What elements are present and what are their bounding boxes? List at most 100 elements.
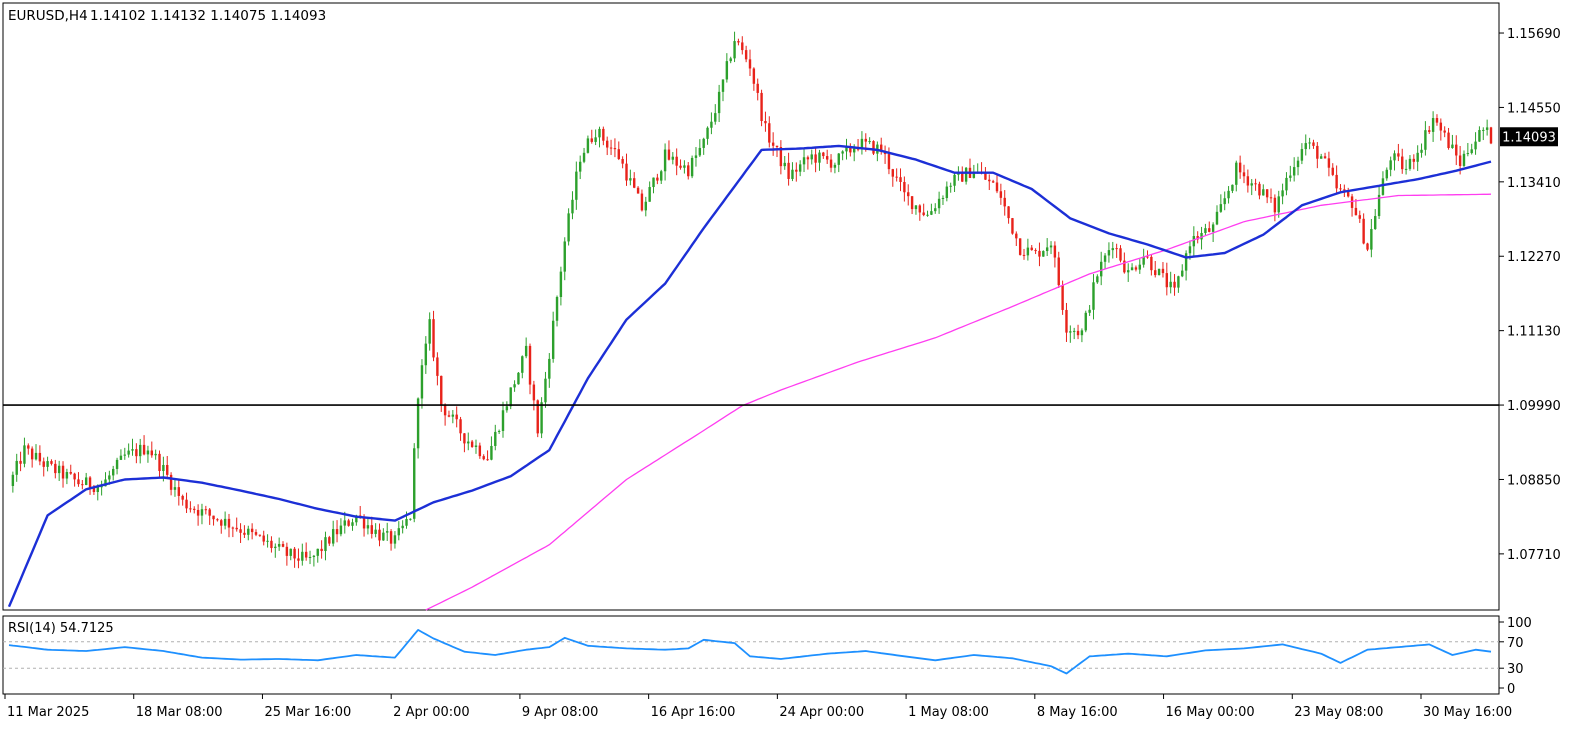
candle-body (741, 42, 744, 51)
candle-body (200, 509, 204, 516)
candle-body (11, 474, 15, 486)
price-tick-label: 1.12270 (1507, 250, 1561, 265)
candle-body (115, 459, 119, 469)
candle-body (1099, 261, 1103, 277)
time-tick-label: 16 May 00:00 (1166, 705, 1255, 720)
candle-body (706, 127, 709, 139)
candle-body (204, 509, 208, 511)
candle-body (914, 205, 918, 210)
candle-body (166, 464, 169, 475)
candle-body (65, 472, 69, 479)
candle-body (783, 162, 786, 167)
candle-body (92, 487, 96, 493)
candle-body (1196, 236, 1199, 240)
candle-body (196, 509, 200, 516)
candle-body (1061, 285, 1064, 310)
candle-body (1370, 229, 1373, 250)
candle-body (478, 445, 482, 457)
candle-body (1015, 233, 1018, 239)
candle-body (1003, 197, 1006, 207)
candle-body (621, 159, 624, 164)
candle-body (304, 551, 308, 558)
candle-body (926, 214, 929, 216)
candle-body (1211, 224, 1215, 232)
candle-body (370, 525, 373, 534)
candle-body (1281, 190, 1284, 197)
candle-body (1350, 196, 1354, 208)
candle-body (953, 174, 956, 186)
candle-body (690, 157, 694, 177)
candle-body (343, 520, 346, 526)
candle-body (679, 165, 682, 168)
candle-body (1412, 158, 1416, 162)
candle-body (683, 165, 686, 168)
candle-body (594, 137, 597, 142)
rsi-indicator-label: RSI(14) 54.7125 (8, 621, 114, 636)
candle-body (266, 540, 269, 542)
candle-body (1335, 174, 1338, 189)
candle-body (733, 41, 736, 59)
candle-body (405, 518, 408, 526)
time-tick-label: 16 Apr 16:00 (651, 705, 736, 720)
candle-body (386, 531, 389, 533)
candle-body (991, 181, 995, 183)
candle-body (636, 187, 640, 194)
candle-body (725, 61, 729, 80)
candle-body (1157, 268, 1161, 276)
candle-body (1238, 162, 1242, 173)
candle-body (795, 169, 798, 172)
candle-body (119, 455, 123, 460)
candle-body (752, 68, 756, 84)
candle-body (1424, 130, 1427, 150)
candle-body (1428, 130, 1431, 132)
candle-body (760, 92, 763, 122)
moving-averages-layer (7, 144, 1492, 611)
candle-body (609, 147, 613, 149)
candle-body (1339, 188, 1342, 190)
candle-body (586, 138, 590, 153)
candle-body (1030, 247, 1033, 251)
candle-body (23, 445, 26, 464)
candle-body (891, 169, 895, 177)
candle-body (1458, 155, 1462, 166)
candle-body (108, 475, 111, 480)
candle-body (1258, 183, 1261, 196)
candle-body (1173, 281, 1176, 288)
candle-body (42, 461, 45, 467)
candle-body (1269, 197, 1273, 199)
candle-body (84, 477, 88, 485)
candle-body (1462, 153, 1466, 166)
candle-body (629, 178, 632, 181)
candle-body (401, 525, 404, 529)
candle-body (945, 186, 949, 199)
candle-body (1007, 206, 1010, 219)
candle-body (19, 460, 22, 464)
candle-body (432, 319, 435, 358)
candle-body (1327, 158, 1331, 168)
candle-body (540, 402, 543, 434)
candle-body (1103, 255, 1107, 262)
candle-body (961, 171, 964, 182)
candle-body (150, 450, 154, 456)
candle-body (1072, 330, 1076, 332)
candle-body (521, 356, 524, 373)
candle-body (1289, 175, 1292, 178)
candle-body (1080, 330, 1084, 336)
candle-body (374, 529, 377, 534)
candle-body (459, 419, 462, 434)
candle-body (1416, 152, 1419, 162)
candle-body (494, 431, 497, 446)
candle-body (910, 196, 914, 210)
candle-body (555, 297, 559, 321)
candle-body (1119, 248, 1122, 261)
time-tick-label: 23 May 08:00 (1294, 705, 1383, 720)
candle-body (193, 508, 196, 510)
time-tick-label: 1 May 08:00 (908, 705, 989, 720)
candle-body (1215, 211, 1219, 225)
candle-body (1431, 118, 1435, 132)
candle-body (1165, 273, 1169, 288)
candle-body (440, 375, 443, 405)
candle-body (46, 461, 49, 467)
